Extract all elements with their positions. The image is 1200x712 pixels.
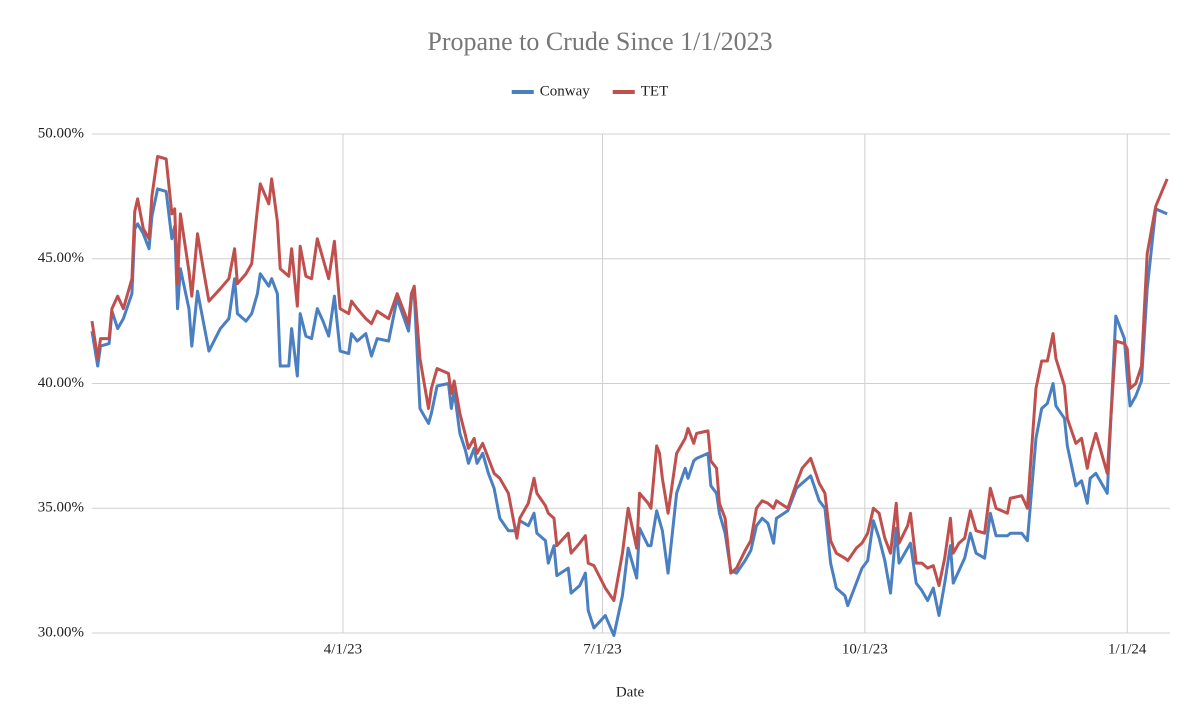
chart-title: Propane to Crude Since 1/1/2023 (427, 27, 772, 56)
legend-label: Conway (540, 83, 590, 99)
y-tick-label: 50.00% (38, 125, 84, 141)
x-tick-label: 10/1/23 (842, 641, 888, 657)
legend-label: TET (641, 83, 669, 99)
y-tick-label: 30.00% (38, 624, 84, 640)
x-tick-label: 4/1/23 (324, 641, 362, 657)
line-series (90, 154, 1169, 603)
y-tick-label: 40.00% (38, 375, 84, 391)
x-tick-label: 1/1/24 (1108, 641, 1147, 657)
line-series (90, 187, 1168, 637)
x-axis-label: Date (616, 684, 645, 700)
y-tick-label: 45.00% (38, 250, 84, 266)
y-tick-label: 35.00% (38, 500, 84, 516)
x-tick-label: 7/1/23 (583, 641, 621, 657)
